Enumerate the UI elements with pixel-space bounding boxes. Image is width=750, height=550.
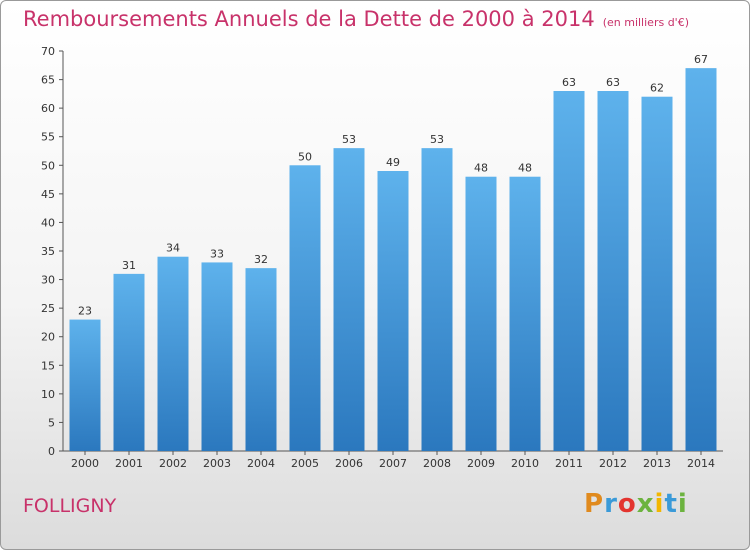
- data-label: 50: [298, 150, 312, 163]
- x-tick-label: 2014: [687, 457, 715, 470]
- data-label: 49: [386, 156, 400, 169]
- bar: [113, 273, 145, 451]
- bar: [245, 268, 277, 451]
- proxiti-logo: Proxiti: [584, 489, 688, 519]
- bar: [69, 319, 101, 451]
- logo-letter: x: [636, 489, 655, 519]
- y-tick-label: 50: [41, 159, 55, 172]
- bar: [465, 176, 497, 451]
- logo-letter: t: [664, 489, 678, 519]
- data-label: 62: [650, 82, 664, 95]
- x-tick-label: 2001: [115, 457, 143, 470]
- bar: [289, 165, 321, 452]
- y-tick-label: 55: [41, 131, 55, 144]
- x-tick-label: 2007: [379, 457, 407, 470]
- y-tick-label: 70: [41, 45, 55, 58]
- data-label: 63: [562, 76, 576, 89]
- bar: [421, 148, 453, 451]
- data-label: 32: [254, 253, 268, 266]
- logo-letter: r: [604, 489, 618, 519]
- chart-title-text: Remboursements Annuels de la Dette de 20…: [23, 7, 595, 31]
- logo-letter: P: [584, 489, 605, 519]
- bar: [641, 96, 673, 451]
- chart-bars: [69, 68, 717, 452]
- data-label: 23: [78, 305, 92, 318]
- x-tick-label: 2010: [511, 457, 539, 470]
- bar: [333, 148, 365, 451]
- y-tick-label: 40: [41, 216, 55, 229]
- y-tick-label: 35: [41, 245, 55, 258]
- x-tick-label: 2000: [71, 457, 99, 470]
- y-tick-label: 45: [41, 188, 55, 201]
- bar: [685, 68, 717, 452]
- x-tick-label: 2002: [159, 457, 187, 470]
- y-tick-label: 5: [48, 416, 55, 429]
- chart-labels: 23 2000 31 2001 34 2002 33 2003 32 2004 50 2005 53 20…: [71, 53, 715, 470]
- city-name: FOLLIGNY: [23, 495, 117, 517]
- x-tick-label: 2008: [423, 457, 451, 470]
- data-label: 67: [694, 53, 708, 66]
- logo-letter: o: [617, 489, 637, 519]
- x-tick-label: 2003: [203, 457, 231, 470]
- x-tick-label: 2005: [291, 457, 319, 470]
- x-tick-label: 2011: [555, 457, 583, 470]
- bar: [201, 262, 233, 451]
- y-tick-label: 15: [41, 359, 55, 372]
- chart-subtitle: (en milliers d'€): [602, 16, 689, 29]
- x-tick-label: 2004: [247, 457, 275, 470]
- y-tick-label: 30: [41, 274, 55, 287]
- chart-title: Remboursements Annuels de la Dette de 20…: [23, 7, 689, 31]
- data-label: 63: [606, 76, 620, 89]
- x-tick-label: 2009: [467, 457, 495, 470]
- data-label: 48: [474, 162, 488, 175]
- chart-axes: 0 5 10 15 20 25 30 35 40 45 50 55 60 65 70: [41, 45, 723, 458]
- bar: [157, 256, 189, 451]
- data-label: 48: [518, 162, 532, 175]
- data-label: 33: [210, 247, 224, 260]
- data-label: 53: [430, 133, 444, 146]
- bar: [377, 171, 409, 451]
- logo-letter: i: [654, 489, 665, 519]
- x-tick-label: 2013: [643, 457, 671, 470]
- bar: [509, 176, 541, 451]
- logo-letter: i: [677, 489, 688, 519]
- bar: [597, 91, 629, 451]
- y-tick-label: 65: [41, 74, 55, 87]
- data-label: 34: [166, 242, 180, 255]
- data-label: 31: [122, 259, 136, 272]
- data-label: 53: [342, 133, 356, 146]
- y-tick-label: 20: [41, 331, 55, 344]
- y-tick-label: 0: [48, 445, 55, 458]
- y-tick-label: 25: [41, 302, 55, 315]
- bar: [553, 91, 585, 451]
- y-tick-label: 10: [41, 388, 55, 401]
- y-tick-label: 60: [41, 102, 55, 115]
- x-tick-label: 2012: [599, 457, 627, 470]
- x-tick-label: 2006: [335, 457, 363, 470]
